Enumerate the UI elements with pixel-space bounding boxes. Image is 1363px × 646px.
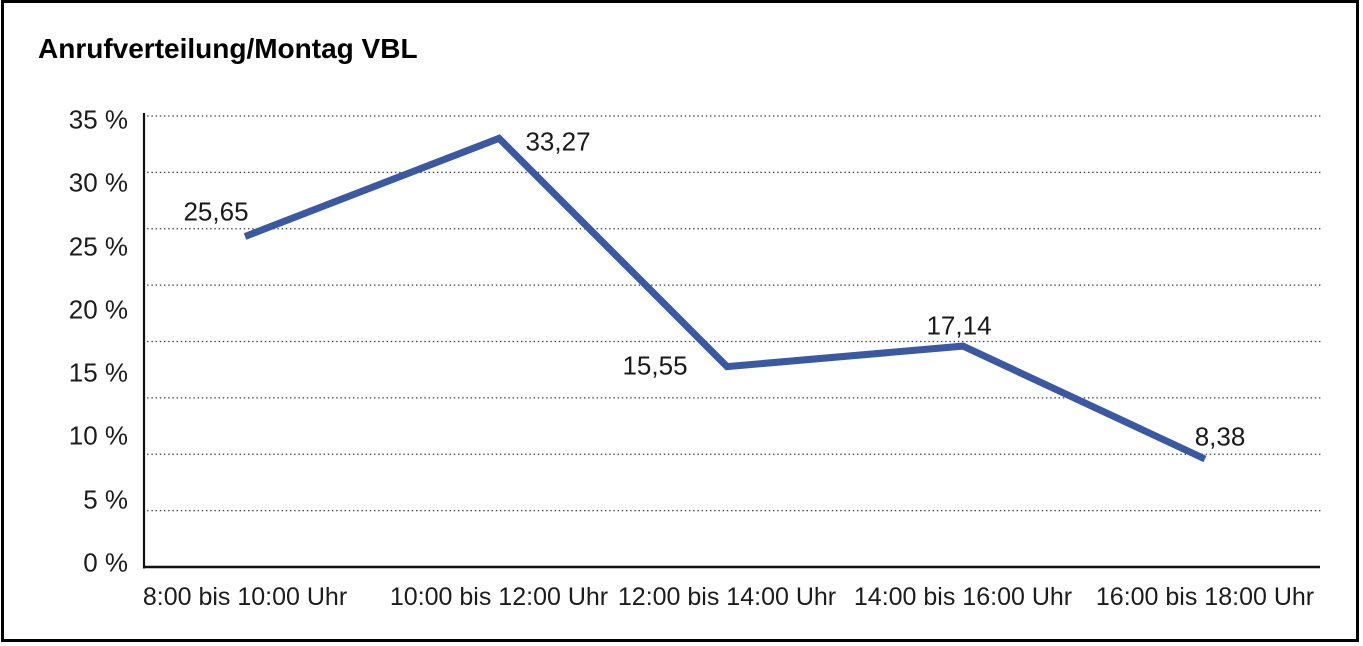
series-line: [243, 134, 1207, 463]
data-point-label: 15,55: [622, 350, 688, 381]
data-point-label: 33,27: [525, 126, 591, 157]
gridlines-group: [143, 115, 1323, 512]
series-group: [243, 134, 1207, 463]
x-category-label: 10:00 bis 12:00 Uhr: [389, 583, 609, 611]
chart-title: Anrufverteilung/Montag VBL: [38, 33, 418, 64]
y-tick-label: 0 %: [83, 547, 128, 578]
y-tick-label: 10 %: [68, 420, 128, 451]
y-tick-label: 35 %: [68, 104, 128, 135]
x-category-label: 12:00 bis 14:00 Uhr: [617, 583, 837, 611]
y-tick-label: 30 %: [68, 167, 128, 198]
x-category-label: 16:00 bis 18:00 Uhr: [1095, 583, 1315, 611]
y-tick-label: 15 %: [68, 357, 128, 388]
axes-group: [142, 113, 1320, 569]
y-tick-label: 20 %: [68, 294, 128, 325]
x-category-label: 14:00 bis 16:00 Uhr: [853, 583, 1073, 611]
y-tick-label: 5 %: [83, 484, 128, 515]
x-category-label: 8:00 bis 10:00 Uhr: [142, 583, 348, 611]
y-tick-label: 25 %: [68, 231, 128, 262]
data-point-label: 8,38: [1194, 421, 1246, 452]
data-point-label: 25,65: [183, 196, 249, 226]
data-point-label: 17,14: [926, 310, 992, 341]
